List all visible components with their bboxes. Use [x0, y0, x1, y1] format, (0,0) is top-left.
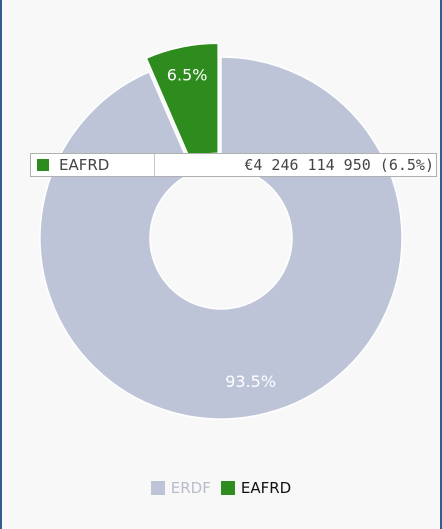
slice-label-erdf: 93.5% [225, 372, 276, 391]
slice-label-eafrd: 6.5% [167, 65, 208, 84]
tooltip: EAFRD €4 246 114 950 (6.5%) [30, 153, 437, 177]
legend-label-erdf: ERDF [170, 479, 211, 497]
donut-slice-erdf[interactable] [39, 56, 403, 420]
legend-swatch-erdf [150, 481, 165, 495]
legend: ERDF EAFRD [0, 479, 442, 497]
tooltip-value: €4 246 114 950 (6.5%) [244, 156, 434, 174]
legend-item-eafrd[interactable]: EAFRD [220, 479, 292, 497]
legend-swatch-eafrd [220, 481, 235, 495]
legend-item-erdf[interactable]: ERDF [150, 479, 211, 497]
legend-label-eafrd: EAFRD [240, 479, 292, 497]
tooltip-series-name: EAFRD [59, 156, 110, 174]
tooltip-swatch [37, 159, 49, 171]
tooltip-series: EAFRD [31, 154, 155, 176]
